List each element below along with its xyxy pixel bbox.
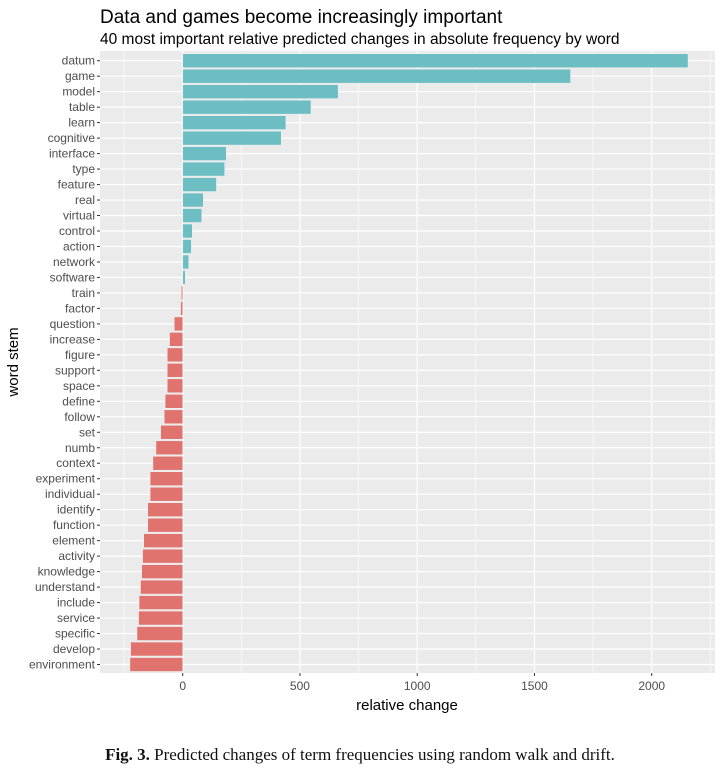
grid-lines [100, 51, 715, 673]
chart-title: Data and games become increasingly impor… [100, 7, 503, 28]
y-tick-label: feature [58, 178, 96, 192]
y-tick-label: action [63, 239, 95, 253]
bar-action [182, 239, 192, 254]
y-tick-label: increase [50, 332, 96, 346]
y-tick-label: context [56, 456, 95, 470]
x-tick-label: 1500 [521, 679, 548, 693]
bar-table [182, 99, 312, 115]
x-tick-label: 1000 [404, 679, 431, 693]
y-tick-label: define [62, 394, 95, 408]
bar-software [182, 270, 186, 285]
bar-element [143, 533, 183, 548]
y-tick-label: model [62, 85, 95, 99]
bar-follow [163, 409, 183, 425]
y-tick-label: knowledge [38, 565, 96, 579]
y-tick-label: activity [58, 549, 95, 563]
bar-experiment [149, 471, 183, 486]
bar-feature [182, 177, 217, 192]
figure-caption: Fig. 3. Predicted changes of term freque… [0, 745, 720, 765]
bar-specific [136, 626, 183, 641]
y-tick-label: understand [35, 580, 95, 594]
y-tick-label: experiment [36, 472, 96, 486]
y-tick-label: train [72, 286, 95, 300]
bar-service [138, 610, 183, 626]
bar-individual [149, 486, 183, 502]
y-tick-label: type [72, 162, 95, 176]
bar-identify [147, 502, 183, 517]
bar-question [174, 316, 183, 332]
bar-environment [129, 657, 183, 672]
bar-function [147, 517, 183, 533]
bar-activity [142, 548, 183, 564]
bar-support [166, 363, 183, 378]
bar-real [182, 192, 204, 208]
bar-develop [130, 641, 183, 657]
y-tick-label: cognitive [48, 131, 96, 145]
y-tick-label: control [59, 224, 95, 238]
y-tick-label: factor [65, 301, 95, 315]
y-tick-label: individual [45, 487, 95, 501]
bar-figure [166, 347, 183, 363]
bar-numb [155, 440, 183, 455]
bars [129, 53, 689, 672]
bar-cognitive [182, 130, 282, 146]
bar-train [181, 285, 183, 301]
bar-space [166, 378, 183, 394]
bar-model [182, 84, 339, 99]
y-tick-label: function [53, 518, 95, 532]
y-tick-label: table [69, 100, 95, 114]
y-tick-label: element [52, 534, 95, 548]
bar-understand [140, 579, 183, 595]
y-tick-label: virtual [63, 209, 95, 223]
y-tick-label: interface [49, 147, 95, 161]
caption-label: Fig. 3. [105, 745, 150, 764]
bar-interface [182, 146, 227, 161]
bar-include [138, 595, 183, 610]
bar-learn [182, 115, 287, 130]
bar-factor [180, 301, 183, 316]
bar-increase [169, 332, 183, 347]
y-tick-label: question [50, 317, 95, 331]
x-axis-title: relative change [356, 697, 458, 714]
bar-type [182, 161, 225, 177]
bar-context [152, 456, 183, 471]
y-tick-label: network [53, 255, 96, 269]
x-tick-label: 500 [290, 679, 310, 693]
x-tick-label: 0 [179, 679, 186, 693]
y-tick-label: service [57, 611, 95, 625]
bar-knowledge [141, 564, 183, 579]
y-tick-label: learn [68, 116, 95, 130]
y-axis-title: word stem [5, 327, 22, 397]
bar-game [182, 68, 571, 84]
y-tick-label: numb [65, 441, 95, 455]
y-tick-label: environment [29, 658, 96, 672]
bar-virtual [182, 208, 202, 223]
bar-set [160, 425, 183, 440]
y-tick-label: follow [64, 410, 95, 424]
y-tick-label: include [57, 596, 95, 610]
caption-text: Predicted changes of term frequencies us… [154, 745, 615, 764]
y-tick-label: game [65, 69, 95, 83]
x-axis: 0 500 1000 1500 2000 [179, 673, 665, 693]
y-tick-label: develop [53, 642, 95, 656]
y-tick-label: datum [62, 54, 95, 68]
x-tick-label: 2000 [638, 679, 665, 693]
bar-datum [182, 53, 689, 68]
y-tick-label: real [75, 193, 95, 207]
y-tick-label: software [50, 270, 96, 284]
y-tick-label: set [79, 425, 96, 439]
bar-network [182, 254, 190, 270]
chart-subtitle: 40 most important relative predicted cha… [100, 31, 620, 48]
bar-define [164, 394, 183, 409]
bar-control [182, 223, 193, 239]
y-tick-label: space [63, 379, 95, 393]
y-tick-label: support [55, 363, 96, 377]
y-tick-label: identify [57, 503, 95, 517]
y-tick-label: specific [55, 627, 95, 641]
y-tick-label: figure [65, 348, 95, 362]
